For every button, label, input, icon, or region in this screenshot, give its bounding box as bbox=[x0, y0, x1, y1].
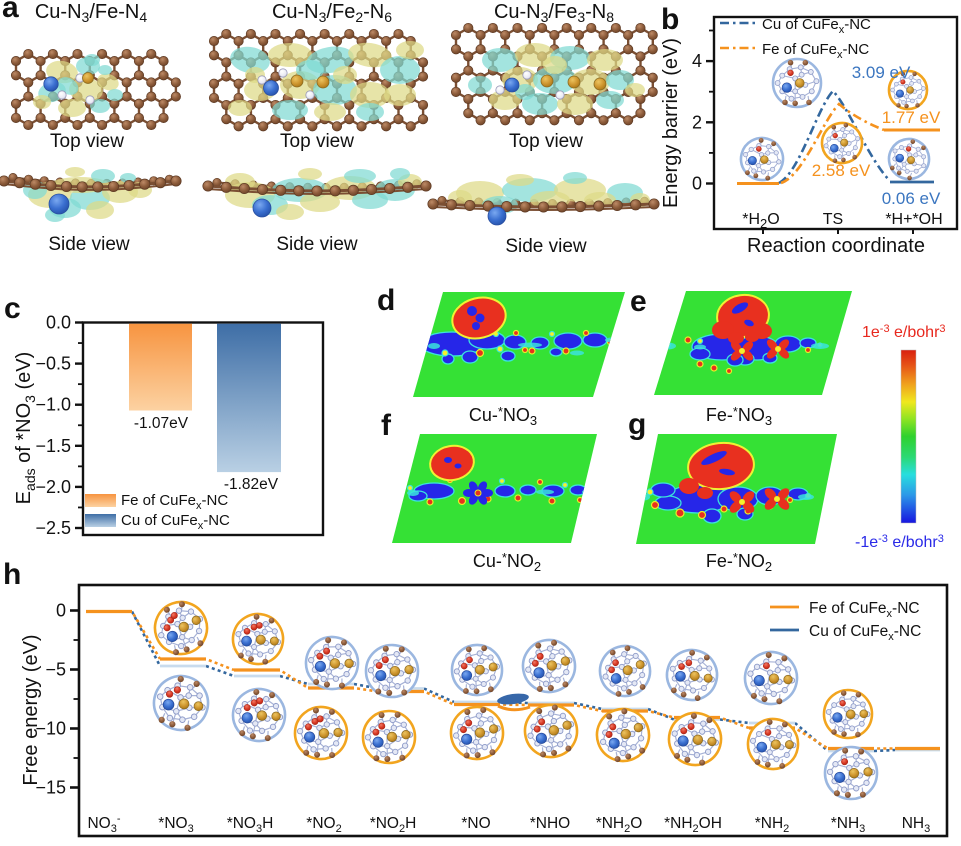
svg-text:g: g bbox=[628, 408, 646, 441]
svg-text:0.0: 0.0 bbox=[46, 313, 71, 333]
svg-text:*NO: *NO bbox=[461, 815, 490, 832]
svg-text:0: 0 bbox=[56, 601, 66, 621]
svg-text:Fe-*NO3: Fe-*NO3 bbox=[706, 404, 772, 428]
svg-text:-1.07eV: -1.07eV bbox=[134, 415, 189, 432]
svg-text:−2.0: −2.0 bbox=[35, 477, 71, 497]
svg-text:f: f bbox=[381, 409, 392, 442]
svg-text:Top view: Top view bbox=[280, 131, 354, 152]
svg-text:*NHO: *NHO bbox=[530, 815, 570, 832]
svg-text:−1.5: −1.5 bbox=[35, 436, 71, 456]
svg-text:b: b bbox=[661, 3, 679, 36]
svg-text:3.09 eV: 3.09 eV bbox=[852, 63, 911, 82]
svg-text:d: d bbox=[377, 284, 395, 317]
svg-text:Free energy (eV): Free energy (eV) bbox=[20, 634, 42, 785]
svg-text:Top view: Top view bbox=[50, 131, 124, 152]
svg-text:h: h bbox=[3, 558, 21, 591]
svg-text:Side view: Side view bbox=[48, 234, 130, 255]
svg-text:1.77 eV: 1.77 eV bbox=[882, 108, 941, 127]
svg-text:Cu-N3/Fe-N4: Cu-N3/Fe-N4 bbox=[35, 1, 147, 25]
svg-text:2.58 eV: 2.58 eV bbox=[812, 161, 871, 180]
svg-text:a: a bbox=[2, 0, 19, 24]
svg-text:Cu-N3/Fe2-N6: Cu-N3/Fe2-N6 bbox=[272, 1, 392, 25]
svg-text:−2.5: −2.5 bbox=[35, 518, 71, 538]
svg-text:c: c bbox=[4, 292, 21, 325]
svg-text:TS: TS bbox=[823, 211, 843, 228]
svg-text:Side view: Side view bbox=[505, 236, 587, 257]
svg-text:2: 2 bbox=[692, 112, 702, 132]
svg-text:Energy barrier (eV): Energy barrier (eV) bbox=[660, 38, 682, 208]
svg-text:Cu-*NO3: Cu-*NO3 bbox=[469, 404, 537, 428]
svg-text:1e-3 e/bohr3: 1e-3 e/bohr3 bbox=[862, 323, 946, 341]
svg-text:4: 4 bbox=[692, 51, 702, 71]
svg-text:−1.0: −1.0 bbox=[35, 395, 71, 415]
svg-text:-1.82eV: -1.82eV bbox=[224, 476, 279, 493]
svg-text:−0.5: −0.5 bbox=[35, 354, 71, 374]
svg-text:Reaction coordinate: Reaction coordinate bbox=[747, 235, 925, 257]
svg-text:Cu-N3/Fe3-N8: Cu-N3/Fe3-N8 bbox=[494, 1, 614, 25]
svg-text:Cu-*NO2: Cu-*NO2 bbox=[473, 550, 541, 574]
svg-text:−5: −5 bbox=[45, 660, 66, 680]
svg-text:0.06 eV: 0.06 eV bbox=[882, 189, 941, 208]
svg-text:*H+*OH: *H+*OH bbox=[885, 211, 942, 228]
svg-text:0: 0 bbox=[692, 174, 702, 194]
svg-text:Fe-*NO2: Fe-*NO2 bbox=[706, 550, 772, 574]
svg-text:Side view: Side view bbox=[276, 234, 358, 255]
svg-text:Top view: Top view bbox=[509, 131, 583, 152]
svg-text:-1e-3 e/bohr3: -1e-3 e/bohr3 bbox=[855, 533, 944, 551]
svg-text:e: e bbox=[630, 285, 647, 318]
